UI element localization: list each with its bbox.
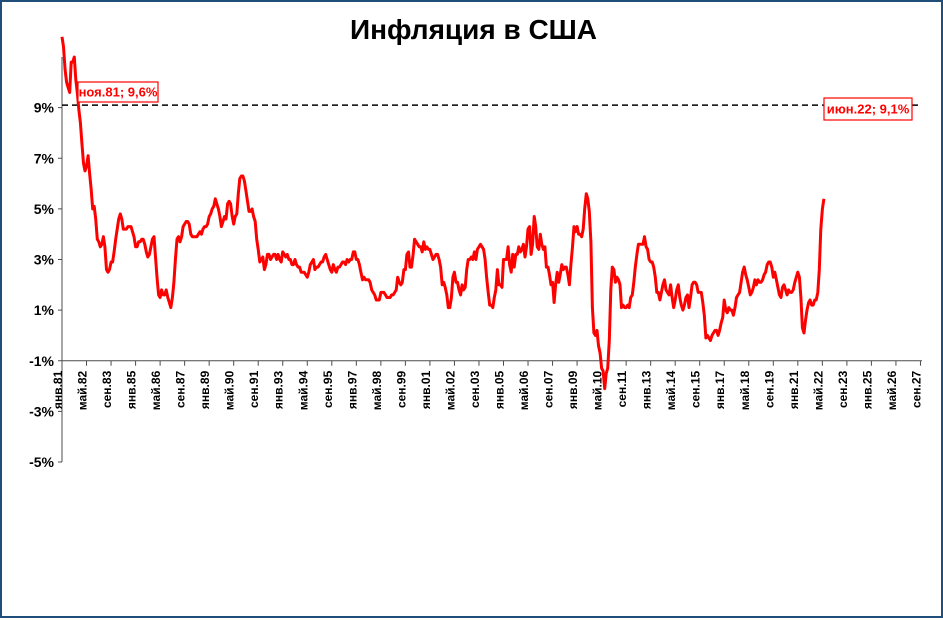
x-tick-label: сен.11 xyxy=(615,370,629,407)
x-tick-label: янв.89 xyxy=(198,370,212,409)
inflation-series-line xyxy=(62,37,824,389)
x-tick-label: янв.93 xyxy=(272,370,286,409)
x-tick-label: май.14 xyxy=(664,370,678,410)
y-tick-label: -5% xyxy=(29,454,54,470)
x-tick-label: май.06 xyxy=(517,370,531,410)
x-tick-label: сен.83 xyxy=(100,370,114,408)
x-tick-label: сен.87 xyxy=(174,370,188,408)
x-tick-label: май.18 xyxy=(738,370,752,410)
y-tick-label: 9% xyxy=(34,100,55,116)
x-tick-label: сен.19 xyxy=(762,370,776,408)
x-tick-label: май.26 xyxy=(885,370,899,410)
x-tick-label: май.86 xyxy=(149,370,163,410)
callout-label: июн.22; 9,1% xyxy=(827,101,910,116)
chart-svg: -5%-3%-1%1%3%5%7%9%янв.81май.82сен.83янв… xyxy=(2,2,943,620)
x-tick-label: янв.05 xyxy=(492,370,506,409)
chart-frame: { "title": "Инфляция в США", "chart": { … xyxy=(0,0,943,618)
x-tick-label: сен.15 xyxy=(689,370,703,408)
y-tick-label: 5% xyxy=(34,201,55,217)
y-tick-label: 7% xyxy=(34,150,55,166)
x-tick-label: янв.85 xyxy=(125,370,139,409)
x-tick-label: май.98 xyxy=(370,370,384,410)
x-tick-label: сен.27 xyxy=(909,370,923,408)
x-tick-label: янв.17 xyxy=(713,370,727,409)
x-tick-label: сен.07 xyxy=(542,370,556,408)
x-tick-label: май.94 xyxy=(296,370,310,410)
x-tick-label: сен.99 xyxy=(394,370,408,408)
x-tick-label: янв.81 xyxy=(51,370,65,409)
x-tick-label: сен.03 xyxy=(468,370,482,408)
x-tick-label: янв.13 xyxy=(640,370,654,409)
x-tick-label: сен.23 xyxy=(836,370,850,408)
x-tick-label: янв.09 xyxy=(566,370,580,409)
x-tick-label: май.22 xyxy=(811,370,825,410)
x-tick-label: янв.01 xyxy=(419,370,433,409)
x-tick-label: сен.91 xyxy=(247,370,261,408)
x-tick-label: сен.95 xyxy=(321,370,335,408)
y-tick-label: 3% xyxy=(34,252,55,268)
y-tick-label: 1% xyxy=(34,302,55,318)
x-tick-label: май.02 xyxy=(443,370,457,410)
x-tick-label: янв.21 xyxy=(787,370,801,409)
callout-label: ноя.81; 9,6% xyxy=(79,84,158,99)
y-tick-label: -1% xyxy=(29,353,54,369)
x-tick-label: май.82 xyxy=(76,370,90,410)
x-tick-label: янв.97 xyxy=(345,370,359,409)
x-tick-label: янв.25 xyxy=(860,370,874,409)
x-tick-label: май.90 xyxy=(223,370,237,410)
